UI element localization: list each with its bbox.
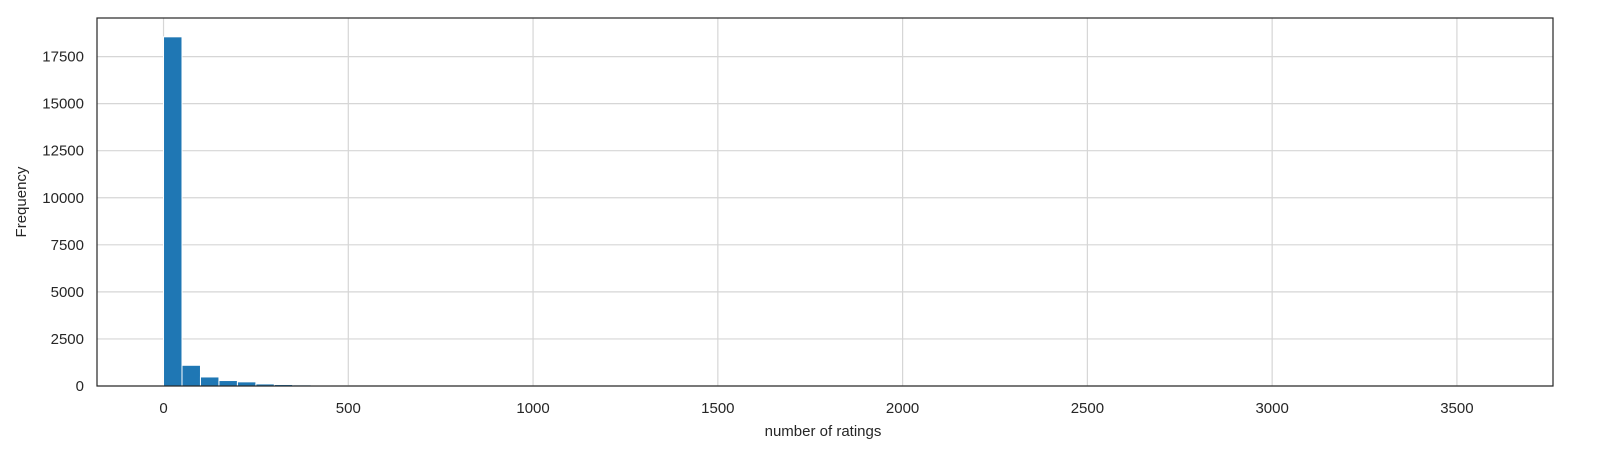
- y-tick-label: 12500: [42, 143, 84, 160]
- plot-frame: [96, 17, 1554, 387]
- x-tick-label: 1500: [701, 400, 734, 417]
- x-tick-label: 3500: [1440, 400, 1473, 417]
- x-tick-label: 0: [159, 400, 167, 417]
- y-tick-label: 10000: [42, 190, 84, 207]
- histogram-bar: [218, 380, 238, 387]
- histogram-bar: [163, 36, 183, 387]
- x-tick-label: 500: [336, 400, 361, 417]
- y-tick-label: 17500: [42, 49, 84, 66]
- x-tick-label: 2500: [1071, 400, 1104, 417]
- x-axis-label: number of ratings: [765, 423, 882, 440]
- histogram-bars: [163, 36, 349, 387]
- histogram-bar: [181, 364, 201, 387]
- histogram-bar: [199, 376, 220, 387]
- y-axis-ticks: 0 2500 5000 7500 10000 12500 15000 17500: [42, 49, 84, 395]
- y-tick-label: 0: [76, 378, 84, 395]
- x-tick-label: 3000: [1255, 400, 1288, 417]
- histogram-bar: [236, 381, 257, 387]
- y-tick-label: 15000: [42, 96, 84, 113]
- x-axis-ticks: 0 500 1000 1500 2000 2500 3000 3500: [159, 400, 1473, 417]
- y-axis-label: Frequency: [13, 166, 30, 237]
- grid-lines: [97, 18, 1553, 387]
- x-tick-label: 2000: [886, 400, 919, 417]
- y-tick-label: 7500: [51, 237, 84, 254]
- y-tick-label: 5000: [51, 284, 84, 301]
- y-tick-label: 2500: [51, 331, 84, 348]
- x-tick-label: 1000: [516, 400, 549, 417]
